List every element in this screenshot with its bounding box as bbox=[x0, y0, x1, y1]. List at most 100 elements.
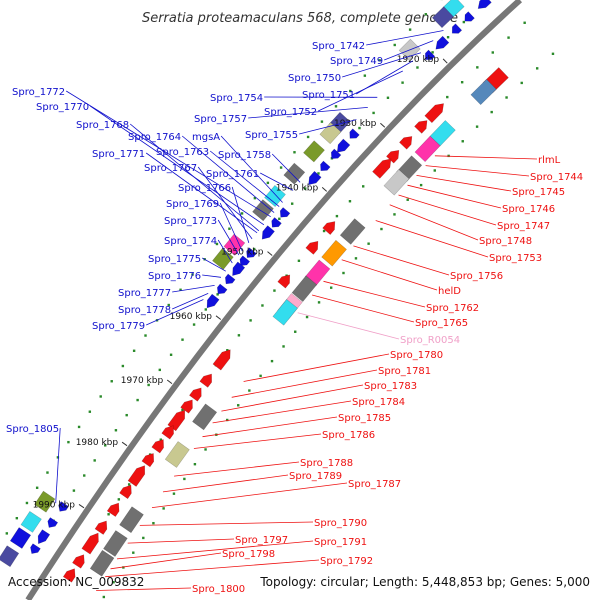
gene-label-forward: Spro_1749 bbox=[330, 56, 383, 67]
reverse-gene-arrow bbox=[106, 502, 120, 517]
gene-label-forward: Spro_1770 bbox=[36, 102, 89, 113]
track-dot bbox=[348, 200, 352, 203]
leader-line bbox=[231, 186, 250, 244]
gene-label-forward: Spro_1752 bbox=[264, 107, 317, 118]
leader-line bbox=[209, 150, 280, 207]
track-dot bbox=[172, 492, 176, 495]
kbp-tick bbox=[215, 315, 222, 320]
track-dot bbox=[507, 36, 510, 39]
leader-line bbox=[425, 165, 530, 177]
kbp-tick bbox=[321, 187, 328, 192]
track-dot bbox=[237, 334, 241, 337]
leader-line bbox=[297, 312, 400, 340]
track-dot bbox=[249, 319, 252, 322]
forward-gene-box bbox=[0, 545, 20, 568]
track-dot bbox=[88, 410, 92, 413]
track-dot bbox=[386, 96, 390, 99]
track-dot bbox=[322, 229, 326, 233]
track-dot bbox=[72, 489, 76, 492]
track-dot bbox=[476, 66, 479, 69]
gene-label-forward: Spro_1771 bbox=[92, 149, 145, 160]
reverse-gene-box bbox=[89, 549, 115, 577]
track-dot bbox=[93, 459, 96, 462]
track-dot bbox=[490, 110, 493, 114]
reverse-gene-arrow bbox=[151, 439, 164, 454]
leader-line bbox=[384, 40, 434, 61]
reverse-gene-box bbox=[164, 441, 190, 468]
gene-label-reverse: Spro_1788 bbox=[300, 458, 353, 469]
gene-label-forward: mgsA bbox=[192, 132, 220, 143]
track-dot bbox=[132, 349, 136, 352]
leader-line bbox=[217, 239, 233, 264]
leader-line bbox=[116, 540, 314, 560]
leader-line bbox=[318, 70, 403, 112]
forward-gene-box bbox=[34, 490, 56, 513]
track-dot bbox=[491, 51, 494, 54]
forward-gene-arrow bbox=[349, 128, 360, 139]
track-dot bbox=[181, 338, 184, 341]
track-dot bbox=[349, 89, 352, 93]
track-dot bbox=[112, 581, 115, 584]
gene-label-reverse: Spro_1797 bbox=[235, 535, 288, 546]
track-dot bbox=[401, 81, 404, 84]
kbp-label: 1970 kbp bbox=[121, 376, 164, 386]
reverse-gene-box bbox=[119, 506, 144, 534]
gene-labels: Spro_1742 Spro_1749 Spro_1750 Spro_1751 Spro… bbox=[6, 41, 583, 595]
track-dot bbox=[192, 323, 196, 326]
track-dot bbox=[523, 21, 526, 24]
track-dot bbox=[117, 498, 121, 501]
leader-line bbox=[248, 107, 368, 119]
track-dot bbox=[259, 374, 262, 378]
forward-gene-arrow bbox=[336, 138, 351, 153]
track-dot bbox=[535, 67, 539, 70]
track-dot bbox=[329, 286, 333, 289]
track-dot bbox=[77, 425, 81, 429]
gene-label-reverse: Spro_1756 bbox=[450, 271, 503, 282]
forward-gene-arrow bbox=[435, 35, 450, 50]
reverse-gene-arrow bbox=[212, 349, 231, 371]
track-dot bbox=[475, 125, 479, 128]
reverse-gene-arrow bbox=[72, 554, 85, 569]
gene-label-reverse: rlmL bbox=[538, 155, 561, 166]
gene-label-forward: Spro_1750 bbox=[288, 73, 341, 84]
track-dot bbox=[83, 474, 86, 477]
track-dot bbox=[228, 227, 231, 230]
map-title: Serratia proteamaculans 568, complete ge… bbox=[142, 11, 458, 26]
kbp-ticks: 1920 kbp 1930 kbp 1940 kbp 1950 kbp 1960 kbp… bbox=[33, 55, 448, 510]
track-dot bbox=[431, 51, 434, 54]
genome-stats-text: Topology: circular; Length: 5,448,853 bp… bbox=[259, 575, 590, 589]
reverse-gene-arrow bbox=[414, 120, 428, 134]
reverse-gene-arrow bbox=[199, 373, 212, 388]
gene-label-reverse: Spro_1746 bbox=[502, 204, 555, 215]
track-dot bbox=[15, 516, 19, 520]
gene-label-forward: Spro_1754 bbox=[210, 93, 263, 104]
track-dot bbox=[125, 413, 128, 417]
track-dot bbox=[169, 353, 173, 356]
track-dot bbox=[424, 13, 427, 16]
gene-label-reverse: Spro_1747 bbox=[497, 221, 550, 232]
leader-line bbox=[311, 294, 415, 323]
leader-line bbox=[231, 369, 378, 398]
reverse-gene-arrow bbox=[305, 240, 319, 255]
gene-label-forward: Spro_1763 bbox=[156, 147, 209, 158]
track-dot bbox=[248, 389, 251, 392]
leader-line bbox=[353, 245, 450, 276]
forward-gene-arrow bbox=[451, 23, 463, 34]
track-dot bbox=[127, 483, 131, 486]
track-dot bbox=[306, 135, 310, 139]
gene-label-forward: Spro_1775 bbox=[148, 254, 201, 265]
forward-gene-arrow bbox=[47, 517, 59, 528]
track-dot bbox=[122, 566, 125, 569]
track-dot bbox=[273, 289, 276, 292]
forward-gene-arrow bbox=[308, 170, 322, 186]
gene-label-forward: Spro_1773 bbox=[164, 216, 217, 227]
track-dot bbox=[335, 214, 339, 218]
gene-label-reverse: Spro_1780 bbox=[390, 350, 443, 361]
reverse-gene-box bbox=[339, 218, 366, 245]
track-dot bbox=[237, 404, 240, 407]
leader-line bbox=[217, 219, 240, 256]
track-dot bbox=[363, 74, 367, 77]
leader-line bbox=[323, 280, 426, 308]
leader-line bbox=[172, 293, 209, 310]
forward-gene-box bbox=[9, 527, 32, 549]
